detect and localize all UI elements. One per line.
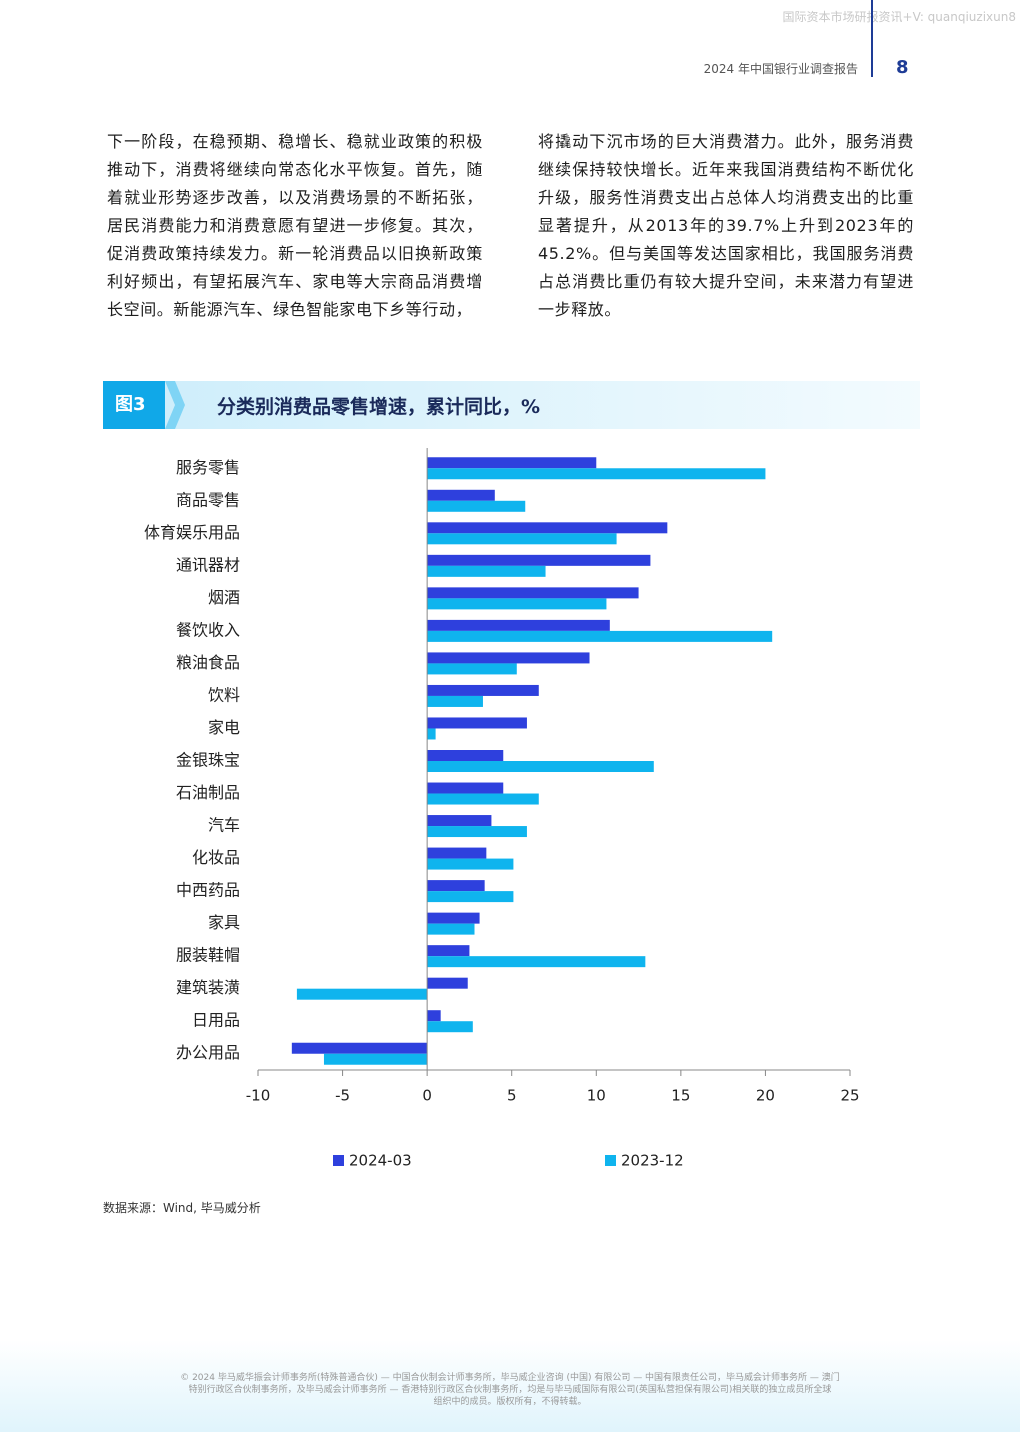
bar [427,945,470,957]
bar [427,565,546,577]
category-label: 家具 [208,913,240,932]
bar [427,782,504,794]
bar [427,956,646,968]
bar [427,847,487,859]
x-tick-label: 25 [840,1087,859,1105]
bar [427,815,492,827]
bar [427,695,483,707]
watermark: 国际资本市场研报资讯+V: quanqiuzixun8 [782,10,1016,24]
x-tick-label: 0 [422,1087,432,1105]
bar [427,533,617,545]
bar [427,977,468,989]
figure-bar [165,381,920,429]
page-number: 8 [896,57,909,78]
footer: © 2024 毕马威华振会计师事务所(特殊普通合伙) — 中国合伙制会计师事务所… [0,1372,1020,1408]
bar [427,858,514,870]
bar [427,761,654,772]
category-label: 服装鞋帽 [176,946,240,965]
bar [296,988,428,1000]
bar [427,793,539,805]
x-tick-label: 10 [587,1087,606,1105]
bar [427,489,495,501]
header-rule [871,0,873,77]
footer-band [0,1340,1020,1432]
bar [427,522,668,534]
bar [427,717,527,729]
bar [427,923,475,935]
category-label: 饮料 [208,685,240,704]
paragraph: 将撬动下沉市场的巨大消费潜力。此外，服务消费继续保持较快增长。近年来我国消费结构… [538,132,914,319]
category-label: 烟酒 [208,588,240,607]
bar [427,587,639,599]
category-label: 石油制品 [176,783,240,802]
bar [427,652,590,664]
x-tick-label: -10 [246,1087,271,1105]
bar [427,728,436,740]
category-label: 服务零售 [176,458,240,477]
x-tick-label: 15 [671,1087,690,1105]
footer-line: 特别行政区合伙制事务所，及毕马威会计师事务所 — 香港特别行政区合伙制事务所，均… [188,1385,832,1395]
legend-label: 2024-03 [349,1152,412,1170]
bar [427,598,607,610]
bar [427,880,485,892]
bar [427,554,651,566]
bar [427,630,773,642]
legend-label: 2023-12 [621,1152,684,1170]
bar [427,750,504,761]
category-label: 家电 [208,718,240,737]
footer-line: © 2024 毕马威华振会计师事务所(特殊普通合伙) — 中国合伙制会计师事务所… [180,1373,840,1383]
source: 数据来源：Wind, 毕马威分析 [103,1201,261,1215]
figure-title: 分类别消费品零售增速，累计同比，% [217,396,541,418]
category-label: 化妆品 [192,848,240,867]
bar [323,1053,428,1065]
bar [427,684,539,696]
category-label: 办公用品 [176,1043,240,1062]
x-tick-label: -5 [335,1087,350,1105]
chart: 服务零售商品零售体育娱乐用品通讯器材烟酒餐饮收入粮油食品饮料家电金银珠宝石油制品… [144,448,860,1170]
bar [427,891,514,903]
paragraph: 下一阶段，在稳预期、稳增长、稳就业政策的积极推动下，消费将继续向常态化水平恢复。… [107,132,483,319]
category-label: 日用品 [192,1011,240,1030]
chevron [165,381,185,429]
bar [427,1010,441,1022]
report-title: 2024 年中国银行业调查报告 [703,62,858,76]
category-label: 金银珠宝 [176,751,240,770]
category-label: 粮油食品 [176,653,240,672]
bar [427,500,526,512]
figure-label: 图3 [103,381,165,429]
bar [427,457,597,469]
bar [427,619,610,631]
category-label: 体育娱乐用品 [144,523,240,542]
bar [291,1042,428,1054]
category-label: 中西药品 [176,881,240,900]
bar [427,1021,473,1033]
category-label: 通讯器材 [176,555,240,574]
legend-swatch [333,1155,344,1166]
bar [427,826,527,838]
bar [427,663,517,675]
legend-swatch [605,1155,616,1166]
category-label: 汽车 [208,816,240,835]
bar [427,912,480,924]
category-label: 餐饮收入 [176,620,240,639]
x-tick-label: 20 [756,1087,775,1105]
footer-line: 组织中的成员。版权所有，不得转载。 [433,1397,587,1407]
x-tick-label: 5 [507,1087,517,1105]
category-label: 建筑装潢 [176,978,240,997]
bar [427,468,766,480]
category-label: 商品零售 [176,490,240,509]
